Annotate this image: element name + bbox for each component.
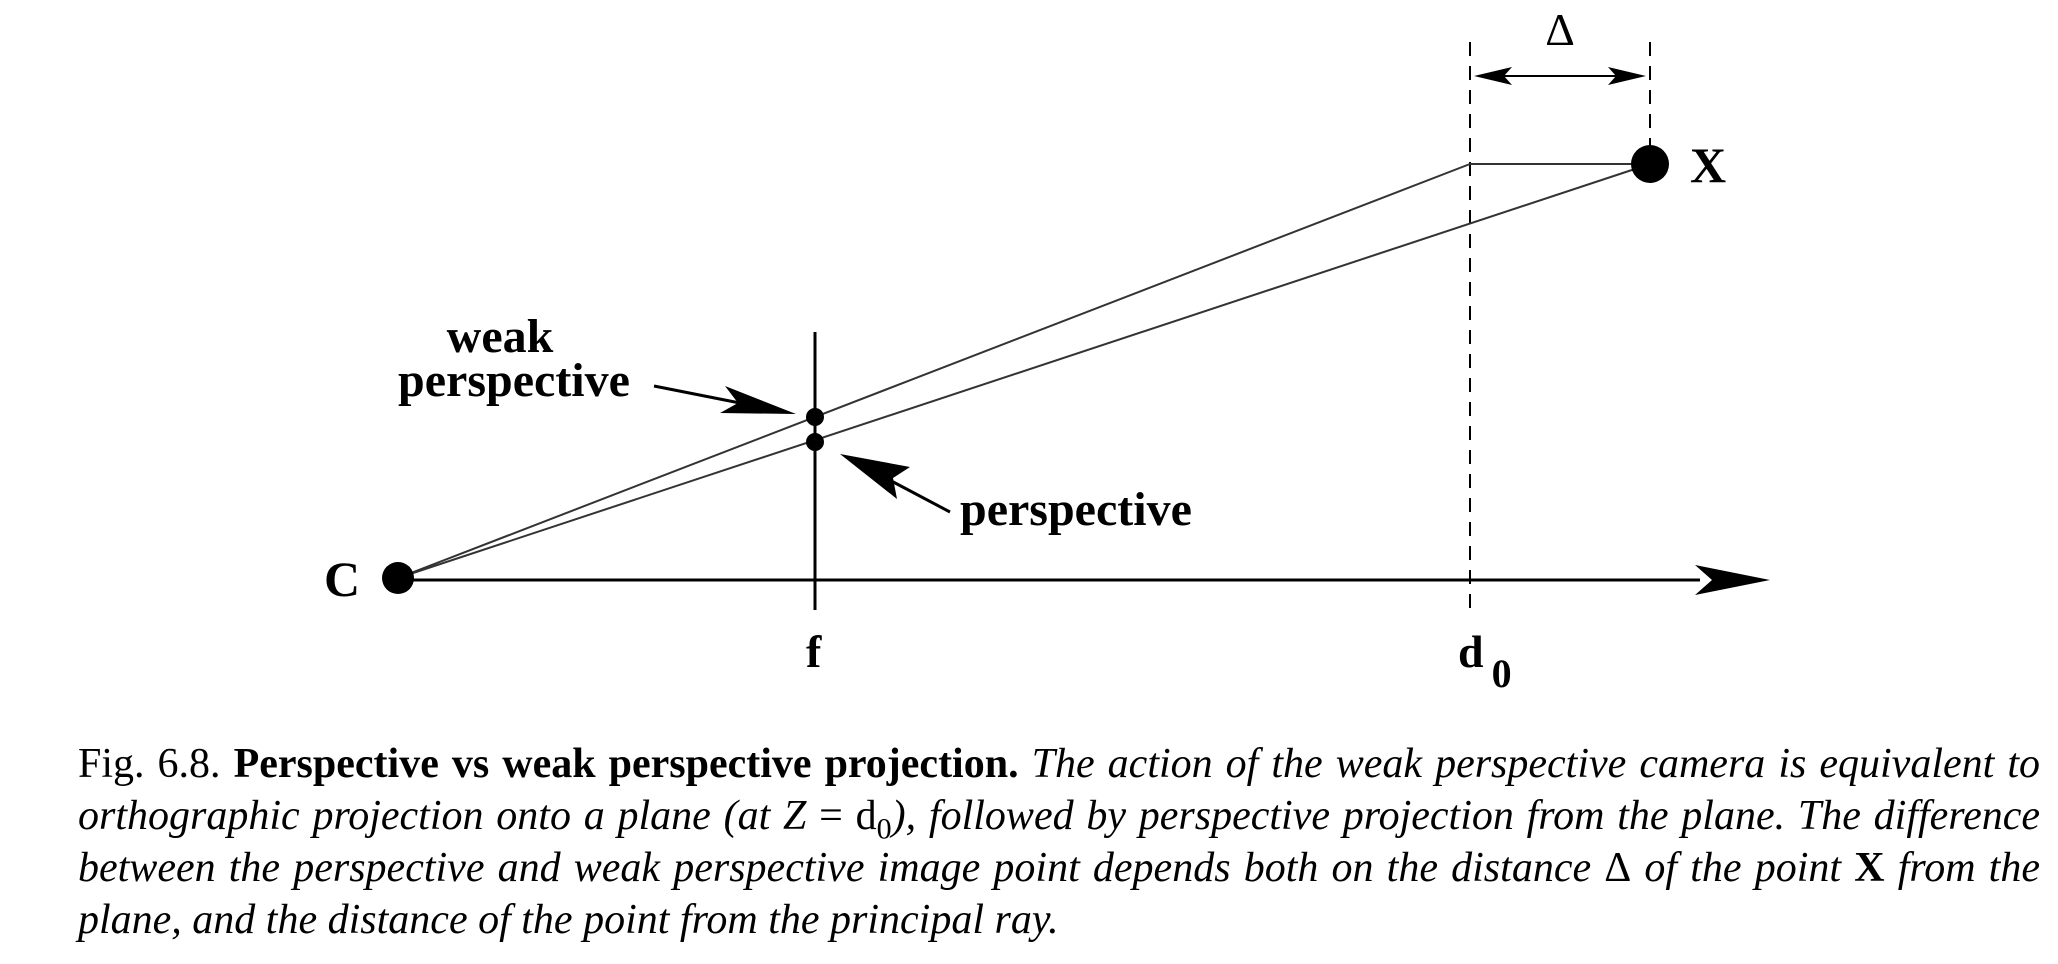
- caption-text-3: of the point: [1631, 845, 1855, 891]
- weak-perspective-ray: [397, 163, 1471, 579]
- caption-eq-sign: =: [806, 793, 856, 839]
- figure-caption: Fig. 6.8. Perspective vs weak perspectiv…: [78, 738, 2040, 946]
- caption-text-4: from the plane, and the distance of the …: [78, 845, 2040, 943]
- label-weak-line1: weak: [447, 310, 554, 363]
- label-camera-center: C: [324, 551, 360, 607]
- caption-eq-d: d: [855, 793, 877, 839]
- weak-perspective-pointer-head: [720, 386, 796, 414]
- caption-text-2: ), followed by perspective projection fr…: [78, 793, 2041, 891]
- label-d0-sub: 0: [1492, 651, 1512, 696]
- weak-perspective-pointer: [653, 384, 751, 407]
- camera-center-point: [382, 562, 414, 594]
- principal-axis-arrowhead: [1695, 565, 1770, 595]
- label-weak-line2: perspective: [398, 354, 630, 407]
- point-x: [1631, 145, 1669, 183]
- caption-fig-number: Fig. 6.8.: [78, 741, 221, 787]
- caption-eq-sub: 0: [876, 812, 892, 846]
- label-delta: Δ: [1545, 4, 1575, 55]
- delta-arrowhead-left: [1474, 67, 1512, 85]
- label-d0-base: d: [1458, 626, 1484, 677]
- weak-perspective-point: [806, 408, 824, 426]
- caption-delta: Δ: [1604, 845, 1632, 891]
- caption-title: Perspective vs weak perspective projecti…: [233, 741, 1019, 787]
- perspective-ray: [397, 163, 1651, 579]
- caption-eq-var: Z: [783, 793, 807, 839]
- delta-arrowhead-right: [1608, 67, 1646, 85]
- label-focal: f: [806, 626, 822, 677]
- caption-text-1: The action of the weak perspective camer…: [78, 741, 2041, 839]
- label-perspective: perspective: [960, 483, 1192, 536]
- caption-point-x: X: [1854, 845, 1885, 891]
- label-point-x: X: [1690, 137, 1726, 193]
- perspective-point: [806, 433, 824, 451]
- perspective-pointer-head: [840, 454, 910, 499]
